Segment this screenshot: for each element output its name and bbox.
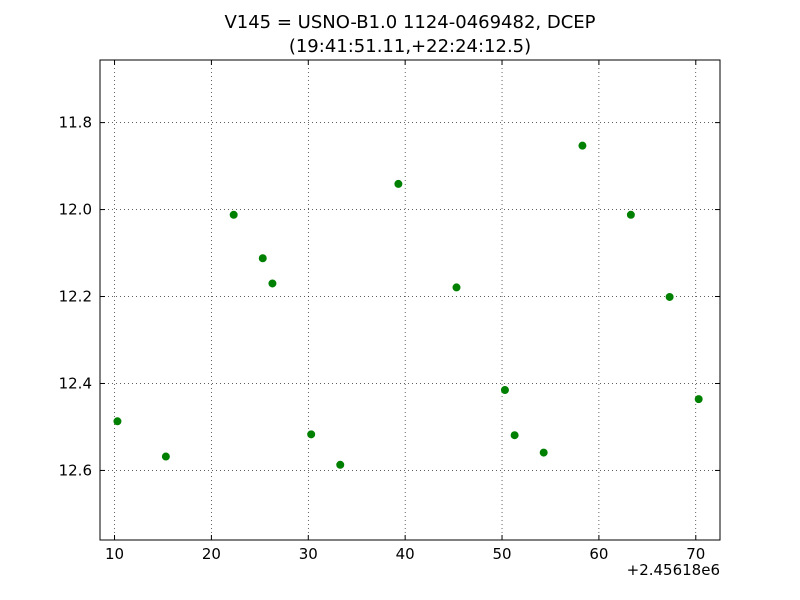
x-tick-label: 40 <box>396 545 415 563</box>
y-tick-label: 12.6 <box>59 461 92 479</box>
data-point <box>626 210 635 219</box>
data-point <box>694 395 703 404</box>
y-tick-label: 12.0 <box>59 201 92 219</box>
x-tick-label: 10 <box>105 545 124 563</box>
y-tick-label: 11.8 <box>59 114 92 132</box>
plot-frame <box>99 59 721 541</box>
y-tick-label: 12.2 <box>59 288 92 306</box>
axis-ticks: 10 20 30 40 50 60 70 11.8 12.0 12.2 12.4 12.6 <box>59 60 720 563</box>
data-point <box>113 417 122 426</box>
chart-subtitle: (19:41:51.11,+22:24:12.5) <box>289 36 531 57</box>
data-point <box>336 460 345 469</box>
data-point <box>578 141 587 150</box>
data-point <box>510 431 519 440</box>
chart-title: V145 = USNO-B1.0 1124-0469482, DCEP <box>224 12 595 33</box>
data-point <box>268 279 277 288</box>
x-tick-label: 20 <box>202 545 221 563</box>
x-tick-label: 60 <box>589 545 608 563</box>
data-point <box>258 254 267 263</box>
grid-lines <box>100 60 720 540</box>
data-point <box>452 283 461 292</box>
data-point <box>229 210 238 219</box>
data-point <box>539 448 548 457</box>
x-axis-offset-label: +2.45618e6 <box>627 561 720 579</box>
x-tick-label: 50 <box>492 545 511 563</box>
data-point <box>394 179 403 188</box>
data-point <box>307 430 316 439</box>
x-tick-label: 30 <box>299 545 318 563</box>
data-point <box>665 292 674 301</box>
data-point <box>500 386 509 394</box>
y-tick-label: 12.4 <box>59 374 92 392</box>
data-point <box>161 452 170 461</box>
data-points <box>113 141 703 469</box>
x-tick-label: 70 <box>686 545 705 563</box>
